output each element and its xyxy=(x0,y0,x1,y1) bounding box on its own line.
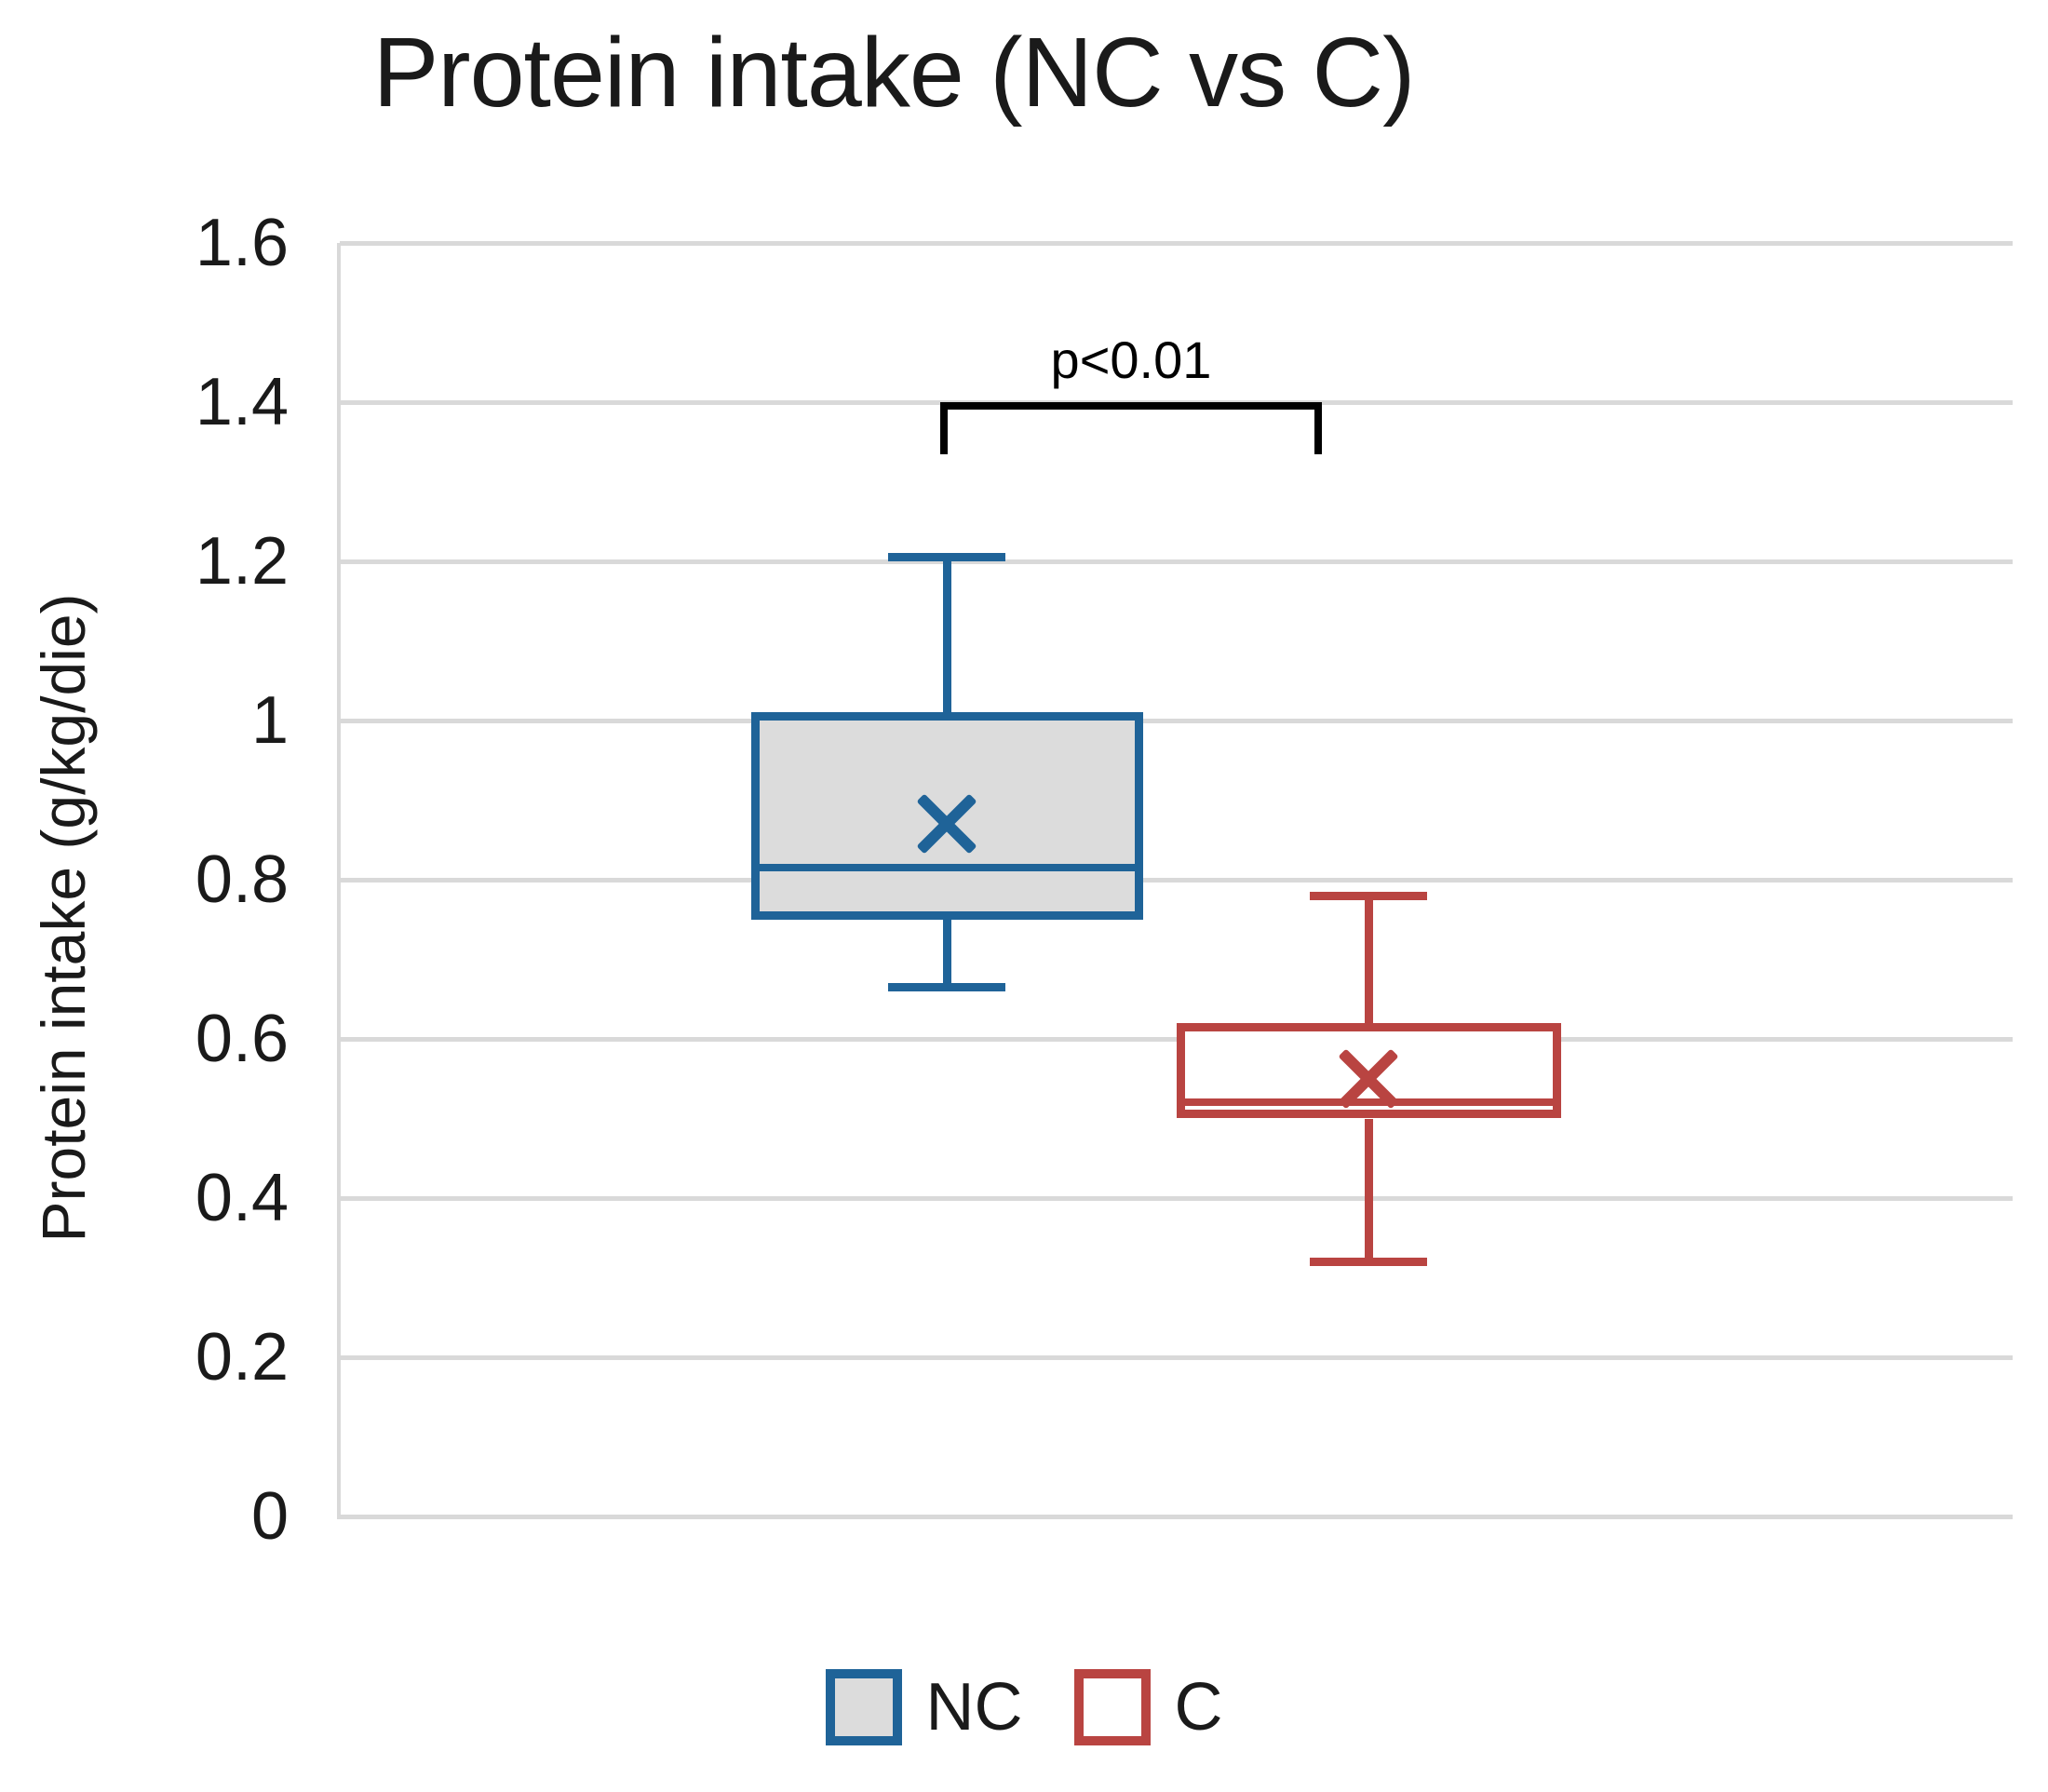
y-tick-label: 0.8 xyxy=(195,842,289,917)
y-tick-label: 0.2 xyxy=(195,1320,289,1395)
c-median-line xyxy=(1176,1098,1561,1107)
legend-label-nc: NC xyxy=(925,1670,1023,1745)
y-tick-label: 0.6 xyxy=(195,1002,289,1076)
y-axis-title: Protein intake (g/kg/die) xyxy=(29,593,98,1243)
y-tick-label: 1.6 xyxy=(195,206,289,280)
c-upper-whisker-cap xyxy=(1310,891,1428,900)
gridline xyxy=(340,1515,2013,1519)
gridline xyxy=(340,719,2013,723)
legend-item-nc: NC xyxy=(825,1669,1023,1745)
plot-area: p<0.01 xyxy=(337,241,2013,1519)
nc-median-line xyxy=(751,864,1143,872)
c-lower-whisker-cap xyxy=(1310,1257,1428,1266)
nc-lower-whisker-cap xyxy=(888,982,1006,991)
gridline xyxy=(340,878,2013,883)
c-upper-whisker-stem xyxy=(1364,896,1373,1023)
significance-bracket-left-leg xyxy=(940,402,949,454)
significance-bracket-bar xyxy=(940,402,1322,410)
legend-swatch-c xyxy=(1073,1669,1151,1745)
c-lower-whisker-stem xyxy=(1364,1118,1373,1262)
legend: NC C xyxy=(0,1669,2048,1745)
c-mean-marker xyxy=(1329,1040,1408,1118)
gridline xyxy=(340,1196,2013,1201)
p-value-label: p<0.01 xyxy=(1050,330,1212,389)
legend-label-c: C xyxy=(1174,1670,1223,1745)
gridline xyxy=(340,241,2013,246)
gridline xyxy=(340,559,2013,564)
y-tick-label: 0.4 xyxy=(195,1161,289,1235)
nc-upper-whisker-stem xyxy=(942,557,951,713)
y-tick-label: 1.4 xyxy=(195,365,289,439)
y-tick-label: 1 xyxy=(250,683,289,758)
nc-upper-whisker-cap xyxy=(888,553,1006,562)
chart-title: Protein intake (NC vs C) xyxy=(372,18,1416,128)
legend-swatch-nc xyxy=(825,1669,902,1745)
legend-item-c: C xyxy=(1073,1669,1223,1745)
y-tick-label: 1.2 xyxy=(195,524,289,599)
significance-bracket-right-leg xyxy=(1314,402,1322,454)
y-tick-label: 0 xyxy=(250,1479,289,1554)
nc-mean-marker xyxy=(908,785,986,863)
gridline xyxy=(340,1355,2013,1360)
plot-left-border xyxy=(337,243,341,1519)
nc-lower-whisker-stem xyxy=(942,919,951,988)
